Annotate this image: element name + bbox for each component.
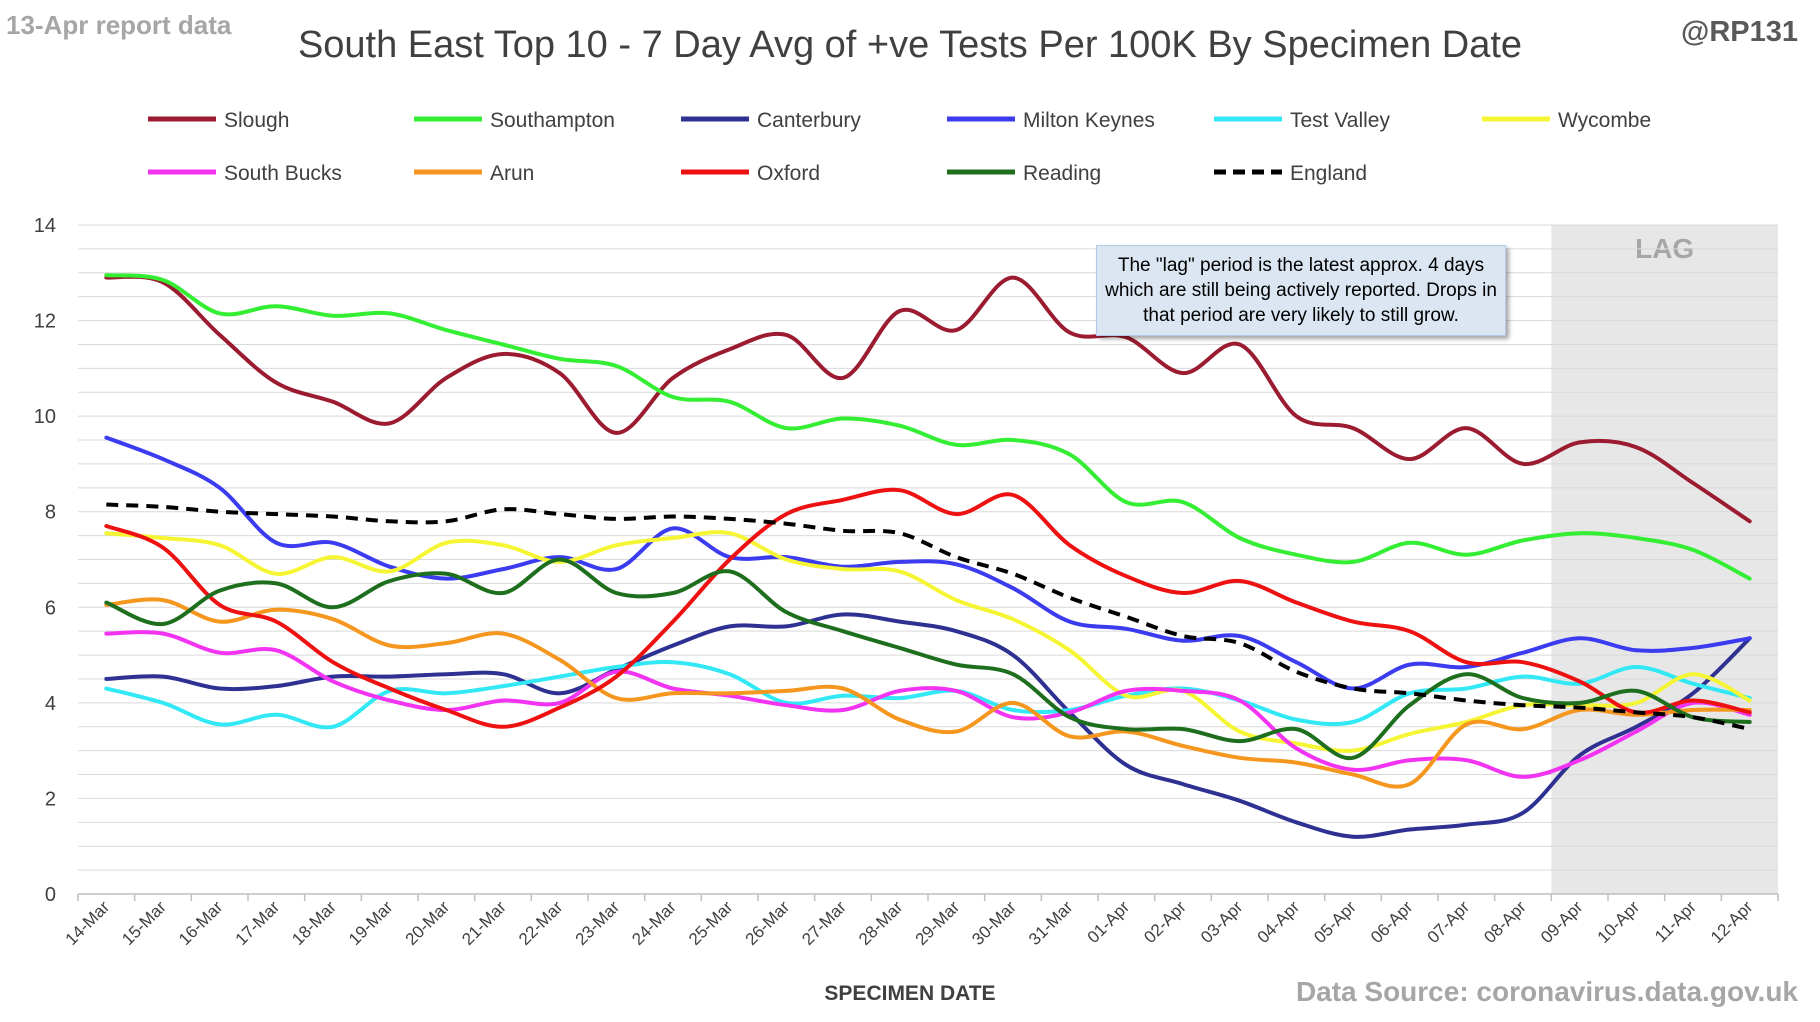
x-tick-label: 30-Mar [968, 897, 1020, 949]
y-tick-label: 8 [45, 502, 56, 524]
y-tick-label: 2 [45, 788, 56, 810]
series-line-canterbury [104, 612, 1752, 839]
legend-label-test-valley: Test Valley [1290, 109, 1390, 132]
author-handle: @RP131 [1681, 16, 1798, 48]
x-tick-label: 08-Apr [1480, 897, 1530, 947]
x-tick-label: 06-Apr [1367, 897, 1417, 947]
y-tick-label: 0 [45, 884, 56, 906]
y-tick-label: 12 [34, 311, 56, 333]
x-tick-label: 01-Apr [1084, 897, 1134, 947]
legend-label-canterbury: Canterbury [757, 109, 861, 132]
x-tick-label: 04-Apr [1254, 897, 1304, 947]
x-tick-label: 27-Mar [798, 897, 850, 949]
chart-title: South East Top 10 - 7 Day Avg of +ve Tes… [297, 24, 1523, 66]
legend-label-slough: Slough [224, 109, 289, 132]
x-tick-label: 11-Apr [1651, 897, 1700, 946]
x-tick-label: 12-Apr [1707, 897, 1757, 947]
series-line-oxford [104, 487, 1752, 729]
series-line-southampton [104, 273, 1752, 581]
x-tick-label: 31-Mar [1025, 897, 1077, 949]
x-tick-label: 23-Mar [572, 897, 624, 949]
x-tick-label: 29-Mar [912, 897, 964, 949]
x-tick-label: 22-Mar [515, 897, 567, 949]
x-tick-label: 07-Apr [1424, 897, 1474, 947]
y-tick-label: 10 [34, 406, 56, 428]
lag-annotation: The "lag" period is the latest approx. 4… [1096, 245, 1506, 336]
y-tick-label: 6 [45, 597, 56, 619]
series-line-reading [104, 557, 1752, 760]
legend-label-arun: Arun [490, 162, 534, 185]
series-line-test-valley [104, 659, 1752, 730]
legend-label-oxford: Oxford [757, 162, 820, 185]
y-tick-label: 14 [34, 215, 56, 237]
y-tick-label: 4 [45, 693, 56, 715]
x-tick-label: 03-Apr [1197, 897, 1247, 947]
x-axis-title: SPECIMEN DATE [824, 982, 996, 1005]
data-source: Data Source: coronavirus.data.gov.uk [1295, 976, 1798, 1007]
x-tick-label: 24-Mar [628, 897, 680, 949]
x-tick-label: 16-Mar [175, 897, 227, 949]
legend-label-reading: Reading [1023, 162, 1101, 185]
x-tick-label: 18-Mar [288, 897, 340, 949]
series-line-arun [104, 597, 1752, 789]
x-tick-label: 26-Mar [742, 897, 794, 949]
x-tick-label: 20-Mar [402, 897, 454, 949]
x-tick-label: 19-Mar [345, 897, 397, 949]
x-tick-label: 17-Mar [232, 897, 284, 949]
x-tick-label: 10-Apr [1594, 897, 1644, 947]
x-tick-label: 21-Mar [458, 897, 510, 949]
legend-label-south-bucks: South Bucks [224, 162, 342, 185]
report-date-note: 13-Apr report data [6, 10, 232, 40]
legend-label-england: England [1290, 162, 1367, 185]
series-line-milton-keynes [104, 435, 1752, 691]
x-tick-label: 09-Apr [1537, 897, 1587, 947]
legend-label-wycombe: Wycombe [1558, 109, 1651, 132]
x-tick-label: 14-Mar [62, 897, 114, 949]
series-line-south-bucks [104, 630, 1752, 779]
x-tick-label: 25-Mar [685, 897, 737, 949]
x-tick-label: 02-Apr [1140, 897, 1190, 947]
series-line-england [106, 502, 1751, 732]
series-line-slough [104, 274, 1752, 524]
legend-label-milton-keynes: Milton Keynes [1023, 109, 1155, 132]
x-tick-label: 15-Mar [118, 897, 170, 949]
x-tick-label: 28-Mar [855, 897, 907, 949]
x-tick-label: 05-Apr [1310, 897, 1360, 947]
legend-label-southampton: Southampton [490, 109, 615, 132]
